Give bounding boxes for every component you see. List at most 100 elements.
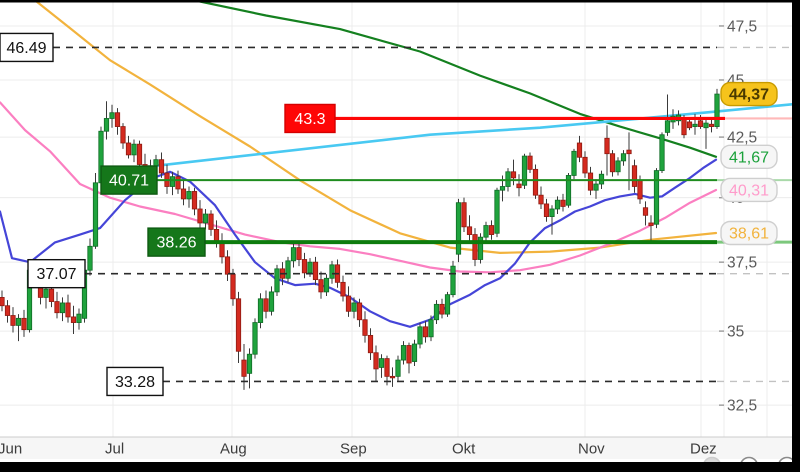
price-badge[interactable]: 41,67: [720, 144, 778, 170]
candle: [620, 150, 627, 166]
level-lines: [53, 46, 792, 383]
candle-body-up: [59, 302, 66, 314]
level-badge[interactable]: 38.26: [147, 227, 206, 257]
candle-body-up: [153, 159, 159, 167]
candle: [439, 298, 445, 319]
price-badge-text: 38,61: [729, 226, 769, 243]
candle-body-up: [76, 313, 82, 323]
candle: [609, 150, 616, 177]
candle-body-down: [21, 317, 27, 331]
month-label: Jul: [105, 441, 124, 458]
candle-body-up: [202, 213, 209, 224]
candle-body-up: [620, 153, 627, 162]
level-badge-box[interactable]: [284, 103, 336, 134]
candle: [351, 297, 357, 319]
candle-body-up: [351, 302, 357, 312]
price-badge-box[interactable]: [720, 144, 778, 170]
candle: [120, 123, 126, 149]
candle: [76, 308, 82, 330]
candle-body-down: [54, 301, 60, 314]
candle: [10, 307, 16, 333]
candle: [642, 201, 649, 226]
candle-body-down: [697, 120, 704, 127]
candle: [659, 132, 665, 173]
candle-body-down: [191, 191, 198, 210]
candle-body-down: [604, 137, 610, 155]
y-tick-label: 47,5: [727, 18, 757, 35]
price-badge-box[interactable]: [720, 81, 778, 107]
level-badge-box[interactable]: [147, 227, 206, 257]
level-badge[interactable]: 33.28: [106, 366, 164, 397]
candle: [488, 220, 495, 240]
candle-body-up: [252, 322, 258, 355]
candle-body-up: [433, 303, 440, 321]
candle: [615, 157, 621, 176]
candle: [593, 179, 599, 199]
level-badge[interactable]: 40.71: [100, 165, 158, 195]
candle: [191, 187, 198, 216]
candle-body-down: [510, 171, 517, 179]
candle: [400, 341, 407, 365]
price-badge-text: 40,31: [729, 182, 769, 199]
candle: [565, 172, 572, 208]
candle: [246, 348, 253, 389]
candle: [582, 151, 588, 178]
x-axis: Jun Jul Aug Sep Okt Nov Dez: [0, 436, 800, 459]
candle-body-down: [637, 179, 643, 200]
candle: [59, 297, 66, 322]
candle-body-down: [180, 188, 187, 200]
candle: [65, 294, 71, 323]
candle-body-down: [461, 202, 467, 228]
candle-body-up: [15, 317, 22, 326]
candle-body-up: [477, 236, 484, 260]
y-tick-label: 42,5: [727, 130, 757, 147]
candle-body-down: [422, 326, 429, 338]
candle-body-down: [356, 302, 363, 321]
candle-body-down: [560, 199, 566, 207]
candle-body-down: [136, 143, 143, 165]
candle: [224, 250, 231, 281]
price-badge-box[interactable]: [720, 177, 778, 203]
price-badge[interactable]: 44,37: [720, 81, 778, 107]
candle-body-up: [565, 175, 572, 206]
candle-body-down: [296, 247, 302, 260]
candle-body-up: [274, 268, 280, 293]
candle: [263, 290, 269, 319]
level-badge-box[interactable]: [27, 258, 86, 289]
level-badge[interactable]: 43.3: [284, 103, 336, 134]
candle: [406, 342, 412, 374]
level-badge-box[interactable]: [106, 366, 164, 397]
level-badge-box[interactable]: [100, 165, 158, 195]
candle: [664, 94, 671, 136]
candle: [70, 305, 77, 334]
candle: [411, 339, 418, 366]
candle: [92, 172, 99, 249]
candle: [422, 321, 429, 343]
candle-body-down: [230, 273, 236, 300]
candle: [285, 256, 291, 283]
level-badge[interactable]: 37.07: [27, 258, 86, 289]
price-badge[interactable]: 38,61: [720, 220, 778, 246]
candle-body-down: [516, 183, 522, 189]
candle-body-up: [411, 343, 418, 362]
candle-body-down: [224, 256, 231, 275]
candle-body-up: [494, 189, 500, 234]
price-badge[interactable]: 40,31: [720, 177, 778, 203]
frame-right: [792, 0, 800, 472]
candle-body-up: [593, 183, 599, 191]
candle-body-up: [664, 120, 671, 133]
candle: [175, 170, 181, 194]
price-badge-box[interactable]: [720, 220, 778, 246]
candle: [461, 197, 467, 232]
candle-body-down: [301, 259, 308, 274]
level-badge-box[interactable]: [0, 32, 54, 63]
candle: [252, 318, 258, 359]
candle-body-up: [714, 93, 720, 127]
level-badge[interactable]: 46.49: [0, 32, 54, 63]
trendline-cyan[interactable]: [155, 103, 792, 167]
level-badge-text: 33.28: [115, 374, 155, 391]
candle: [257, 293, 264, 329]
candle: [103, 101, 110, 140]
candle: [560, 193, 566, 212]
